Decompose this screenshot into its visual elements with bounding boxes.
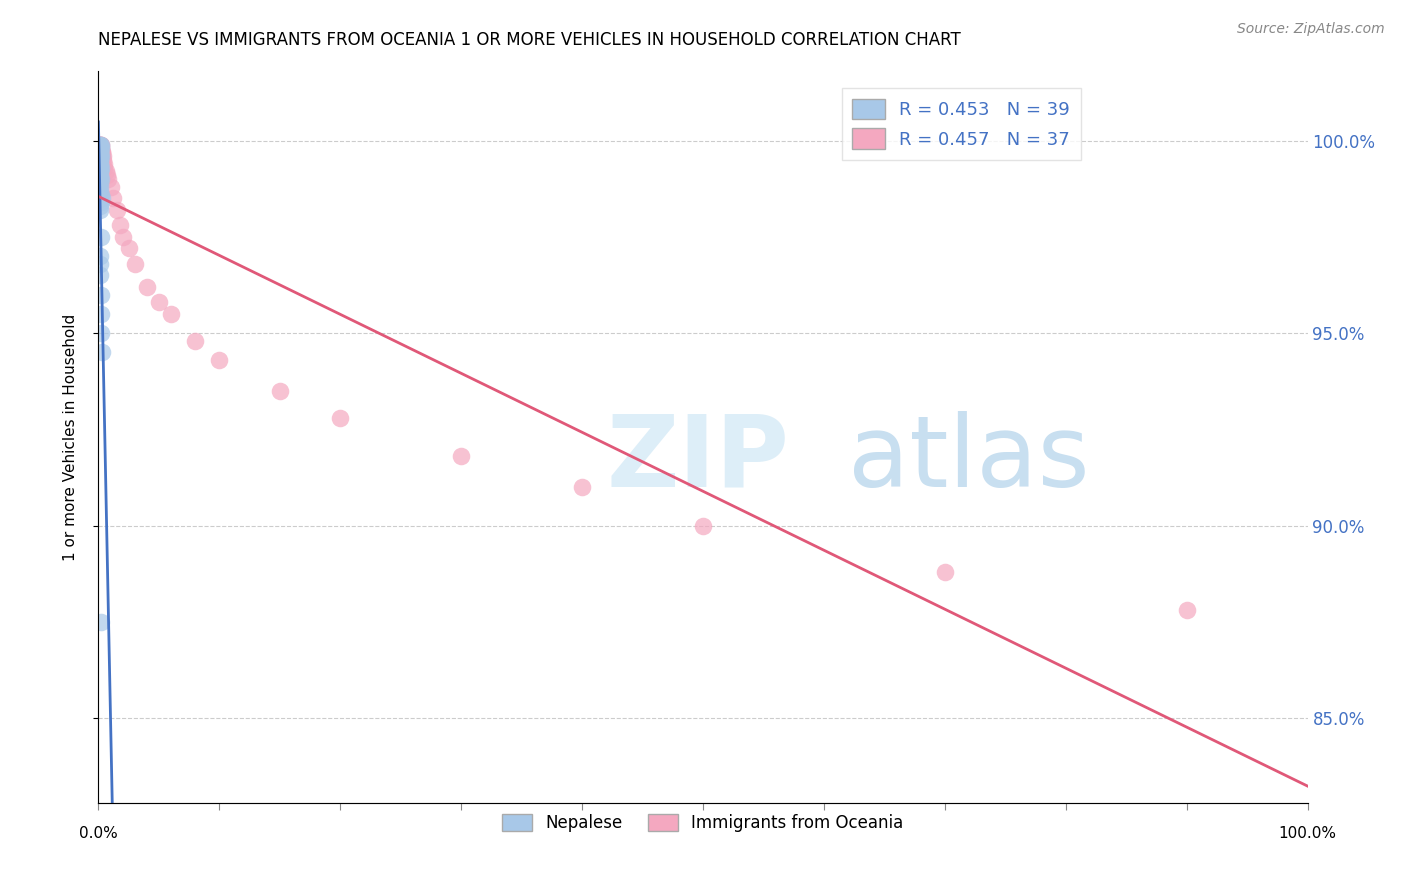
- Point: [94, 164, 117, 178]
- Point: [269, 384, 291, 398]
- Point: [91, 191, 114, 205]
- Point: [89, 137, 111, 152]
- Point: [118, 242, 141, 256]
- Point: [89, 199, 111, 213]
- Point: [89, 157, 111, 171]
- Point: [100, 179, 122, 194]
- Text: Source: ZipAtlas.com: Source: ZipAtlas.com: [1237, 22, 1385, 37]
- Point: [90, 141, 112, 155]
- Point: [329, 410, 352, 425]
- Point: [89, 137, 111, 152]
- Point: [124, 257, 146, 271]
- Point: [91, 149, 114, 163]
- Point: [934, 565, 956, 579]
- Text: atlas: atlas: [848, 410, 1090, 508]
- Point: [90, 137, 112, 152]
- Point: [89, 179, 111, 194]
- Point: [692, 518, 714, 533]
- Point: [89, 137, 111, 152]
- Point: [89, 268, 111, 283]
- Point: [93, 157, 115, 171]
- Point: [89, 164, 111, 178]
- Text: 100.0%: 100.0%: [1278, 826, 1337, 841]
- Point: [450, 450, 472, 464]
- Point: [89, 145, 111, 160]
- Point: [111, 230, 134, 244]
- Point: [93, 161, 115, 175]
- Point: [90, 141, 112, 155]
- Point: [91, 153, 114, 167]
- Point: [89, 184, 111, 198]
- Point: [89, 137, 111, 152]
- Point: [90, 195, 112, 210]
- Point: [90, 141, 112, 155]
- Point: [571, 480, 593, 494]
- Point: [89, 257, 111, 271]
- Point: [89, 145, 111, 160]
- Point: [97, 172, 120, 186]
- Point: [89, 161, 111, 175]
- Point: [90, 287, 112, 301]
- Point: [208, 353, 231, 368]
- Legend: Nepalese, Immigrants from Oceania: Nepalese, Immigrants from Oceania: [496, 807, 910, 838]
- Point: [89, 137, 111, 152]
- Point: [105, 202, 128, 217]
- Point: [184, 334, 207, 348]
- Point: [89, 153, 111, 167]
- Point: [135, 280, 157, 294]
- Point: [91, 345, 114, 359]
- Point: [96, 169, 118, 183]
- Point: [90, 187, 112, 202]
- Text: NEPALESE VS IMMIGRANTS FROM OCEANIA 1 OR MORE VEHICLES IN HOUSEHOLD CORRELATION : NEPALESE VS IMMIGRANTS FROM OCEANIA 1 OR…: [98, 31, 962, 49]
- Point: [90, 137, 112, 152]
- Point: [90, 137, 112, 152]
- Y-axis label: 1 or more Vehicles in Household: 1 or more Vehicles in Household: [63, 313, 77, 561]
- Point: [90, 149, 112, 163]
- Point: [89, 149, 111, 163]
- Point: [89, 157, 111, 171]
- Point: [89, 153, 111, 167]
- Point: [89, 202, 111, 217]
- Point: [89, 172, 111, 186]
- Point: [90, 172, 112, 186]
- Point: [89, 164, 111, 178]
- Point: [90, 615, 112, 629]
- Point: [91, 145, 114, 160]
- Point: [89, 169, 111, 183]
- Point: [90, 326, 112, 340]
- Point: [90, 307, 112, 321]
- Point: [89, 249, 111, 263]
- Point: [91, 145, 114, 160]
- Point: [1175, 603, 1198, 617]
- Text: 0.0%: 0.0%: [79, 826, 118, 841]
- Point: [89, 141, 111, 155]
- Text: ZIP: ZIP: [606, 410, 789, 508]
- Point: [90, 230, 112, 244]
- Point: [89, 137, 111, 152]
- Point: [160, 307, 183, 321]
- Point: [89, 149, 111, 163]
- Point: [91, 149, 114, 163]
- Point: [101, 191, 124, 205]
- Point: [89, 176, 111, 190]
- Point: [90, 161, 112, 175]
- Point: [108, 219, 131, 233]
- Point: [89, 141, 111, 155]
- Point: [148, 295, 170, 310]
